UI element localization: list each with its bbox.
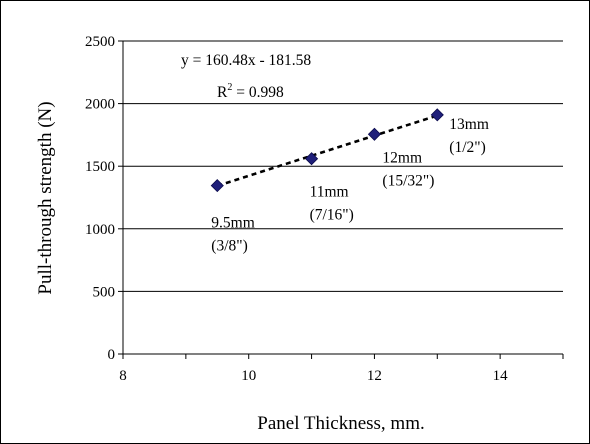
point-label-line1-2: 12mm [382, 149, 422, 166]
y-axis-title: Pull-through strength (N) [35, 101, 56, 294]
point-label-line2-1: (7/16") [310, 207, 354, 224]
point-label-line2-0: (3/8") [211, 238, 247, 255]
point-label-line2-2: (15/32") [382, 172, 434, 189]
x-tick-label-2: 12 [367, 368, 382, 384]
r-squared-label: R2 = 0.998 [217, 82, 284, 101]
r-squared-value: = 0.998 [232, 84, 284, 101]
x-tick-label-3: 14 [493, 368, 509, 384]
data-point-1 [305, 152, 319, 166]
data-point-0 [210, 179, 224, 193]
data-point-3 [430, 108, 444, 122]
y-tick-label-4: 2000 [85, 97, 115, 113]
y-tick-label-3: 1500 [85, 159, 115, 175]
trendline-equation: y = 160.48x - 181.58 [181, 52, 311, 69]
trendline [216, 114, 438, 188]
x-tick-label-1: 10 [241, 368, 256, 384]
point-label-line1-0: 9.5mm [211, 215, 255, 232]
y-tick-label-0: 0 [108, 347, 116, 363]
x-tick-label-0: 8 [119, 368, 127, 384]
y-tick-label-1: 500 [93, 284, 116, 300]
x-axis-title: Panel Thickness, mm. [257, 413, 424, 434]
y-tick-label-5: 2500 [85, 34, 115, 50]
point-label-line1-3: 13mm [449, 116, 489, 133]
data-point-2 [367, 127, 381, 141]
y-tick-label-2: 1000 [85, 222, 115, 238]
r-squared-superscript: 2 [227, 82, 232, 93]
point-label-line2-3: (1/2") [449, 139, 485, 156]
r-squared-prefix: R [217, 84, 228, 101]
point-label-line1-1: 11mm [310, 184, 349, 201]
